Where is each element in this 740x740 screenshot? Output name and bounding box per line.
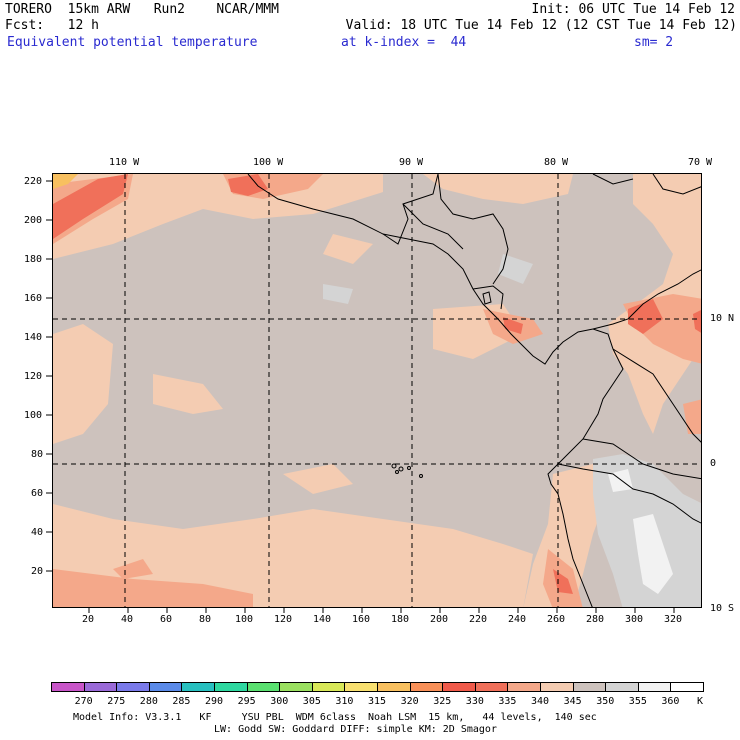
y-tick: 220 <box>24 176 43 187</box>
x-tick: 240 <box>508 614 527 625</box>
colorbar-label: 290 <box>205 696 224 707</box>
field-name: Equivalent potential temperature <box>7 35 258 50</box>
colorbar-swatch <box>670 682 704 692</box>
model-title: TORERO 15km ARW Run2 NCAR/MMM <box>5 2 279 17</box>
shading-320-325 <box>53 174 78 189</box>
colorbar-swatch <box>344 682 378 692</box>
physics-info: LW: Godd SW: Goddard DIFF: simple KM: 2D… <box>214 724 497 735</box>
galapagos-islands <box>391 463 423 478</box>
y-tick: 100 <box>24 410 43 421</box>
lon-label-100w: 100 W <box>253 157 284 168</box>
colorbar-swatch <box>377 682 411 692</box>
colorbar-label: 315 <box>368 696 387 707</box>
theta-e-map <box>52 173 702 608</box>
colorbar-label: 300 <box>270 696 289 707</box>
colorbar-swatch <box>246 682 281 692</box>
colorbar-label: 355 <box>628 696 647 707</box>
colorbar-label: 325 <box>433 696 452 707</box>
x-tick: 120 <box>274 614 293 625</box>
colorbar-label: 330 <box>465 696 484 707</box>
model-info: Model Info: V3.3.1 KF YSU PBL WDM 6class… <box>73 712 597 723</box>
colorbar <box>51 682 704 692</box>
y-tick: 160 <box>24 293 43 304</box>
colorbar-swatch <box>51 682 85 692</box>
colorbar-swatch <box>214 682 248 692</box>
x-tick: 260 <box>547 614 566 625</box>
colorbar-label: 305 <box>302 696 321 707</box>
colorbar-swatch <box>83 682 118 692</box>
x-tick: 180 <box>391 614 410 625</box>
colorbar-swatch <box>409 682 444 692</box>
x-tick: 200 <box>430 614 449 625</box>
y-tick: 200 <box>24 215 43 226</box>
colorbar-label: 360 <box>661 696 680 707</box>
lon-label-90w: 90 W <box>399 157 424 168</box>
colorbar-unit: K <box>697 696 704 707</box>
lon-label-70w: 70 W <box>688 157 713 168</box>
lon-label-110w: 110 W <box>109 157 140 168</box>
y-tick: 40 <box>31 527 44 538</box>
colorbar-label: 275 <box>107 696 126 707</box>
lat-label-10s: 10 S <box>710 603 735 614</box>
colorbar-swatch <box>637 682 672 692</box>
x-tick: 140 <box>313 614 332 625</box>
valid-time: Valid: 18 UTC Tue 14 Feb 12 (12 CST Tue … <box>345 18 737 33</box>
colorbar-label: 270 <box>74 696 93 707</box>
y-tick: 20 <box>31 566 44 577</box>
colorbar-label: 350 <box>596 696 615 707</box>
colorbar-label: 280 <box>139 696 158 707</box>
x-tick: 20 <box>82 614 95 625</box>
level-label: at k-index = 44 <box>341 35 467 50</box>
shading-330-335 <box>53 174 701 594</box>
coastline-borders <box>247 174 701 607</box>
x-tick: 160 <box>352 614 371 625</box>
colorbar-swatch <box>572 682 607 692</box>
colorbar-label: 335 <box>498 696 517 707</box>
colorbar-swatch <box>474 682 509 692</box>
forecast-hour: Fcst: 12 h <box>5 18 99 33</box>
x-tick: 280 <box>586 614 605 625</box>
colorbar-swatch <box>540 682 574 692</box>
lon-label-80w: 80 W <box>544 157 569 168</box>
x-tick: 320 <box>664 614 683 625</box>
colorbar-swatch <box>311 682 346 692</box>
map-canvas <box>53 174 701 607</box>
colorbar-swatch <box>116 682 150 692</box>
colorbar-label: 295 <box>237 696 256 707</box>
y-tick: 180 <box>24 254 43 265</box>
y-tick: 140 <box>24 332 43 343</box>
x-tick: 220 <box>469 614 488 625</box>
x-tick: 40 <box>121 614 134 625</box>
y-tick: 60 <box>31 488 44 499</box>
colorbar-swatch <box>605 682 639 692</box>
colorbar-swatch <box>148 682 183 692</box>
x-tick: 60 <box>160 614 173 625</box>
x-tick: 100 <box>235 614 254 625</box>
colorbar-swatch <box>507 682 541 692</box>
colorbar-swatch <box>181 682 215 692</box>
lat-lon-grid <box>53 174 701 607</box>
y-tick: 120 <box>24 371 43 382</box>
colorbar-label: 320 <box>400 696 419 707</box>
y-tick: 80 <box>31 449 44 460</box>
colorbar-label: 310 <box>335 696 354 707</box>
colorbar-swatch <box>442 682 476 692</box>
x-tick: 80 <box>199 614 212 625</box>
lat-label-10n: 10 N <box>710 313 735 324</box>
x-tick: 300 <box>625 614 644 625</box>
colorbar-label: 340 <box>531 696 550 707</box>
colorbar-swatch <box>279 682 313 692</box>
init-time: Init: 06 UTC Tue 14 Feb 12 <box>531 2 736 17</box>
lat-label-equator: 0 <box>710 458 717 469</box>
colorbar-label: 345 <box>563 696 582 707</box>
colorbar-label: 285 <box>172 696 191 707</box>
smoothing-label: sm= 2 <box>634 35 674 50</box>
